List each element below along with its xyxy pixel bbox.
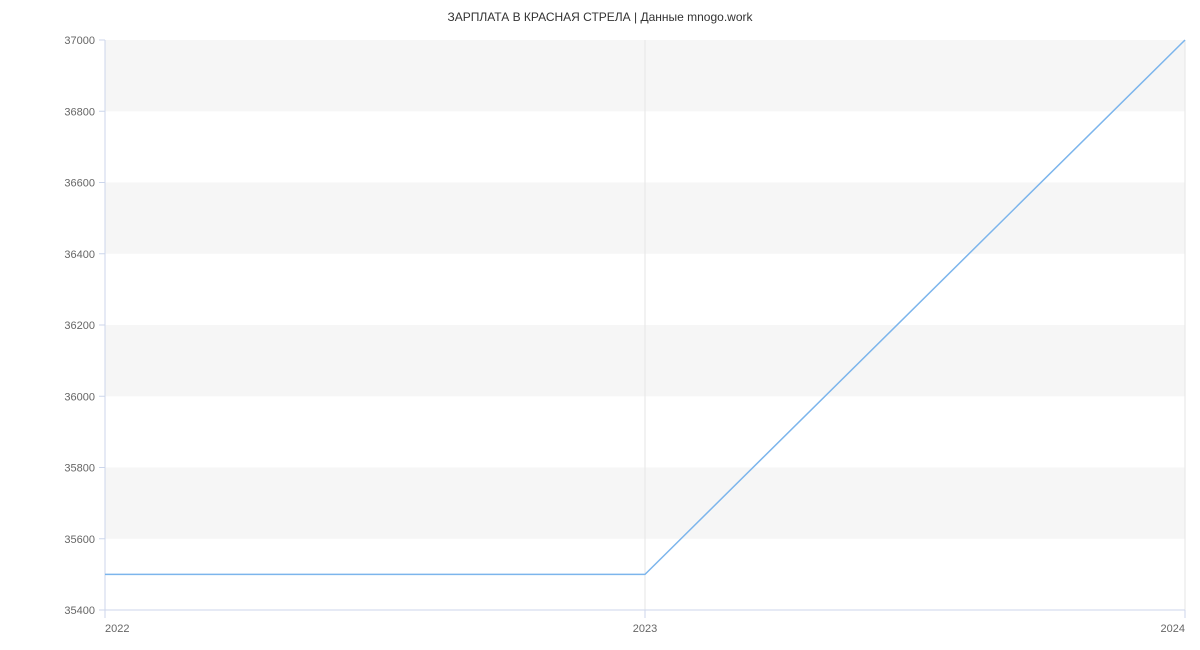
- x-tick-label: 2022: [105, 623, 129, 635]
- y-tick-label: 36000: [64, 391, 95, 403]
- x-tick-label: 2024: [1161, 623, 1185, 635]
- y-tick-label: 36400: [64, 249, 95, 261]
- y-tick-label: 35400: [64, 605, 95, 617]
- x-tick-label: 2023: [633, 623, 657, 635]
- y-tick-label: 35800: [64, 463, 95, 475]
- y-tick-label: 36200: [64, 320, 95, 332]
- y-tick-label: 36600: [64, 178, 95, 190]
- line-chart: ЗАРПЛАТА В КРАСНАЯ СТРЕЛА | Данные mnogo…: [0, 0, 1200, 650]
- y-tick-label: 35600: [64, 534, 95, 546]
- y-tick-label: 37000: [64, 35, 95, 47]
- chart-svg: 35400 35600 35800 36000 36200 36400 36600 36800…: [0, 0, 1200, 650]
- y-tick-label: 36800: [64, 106, 95, 118]
